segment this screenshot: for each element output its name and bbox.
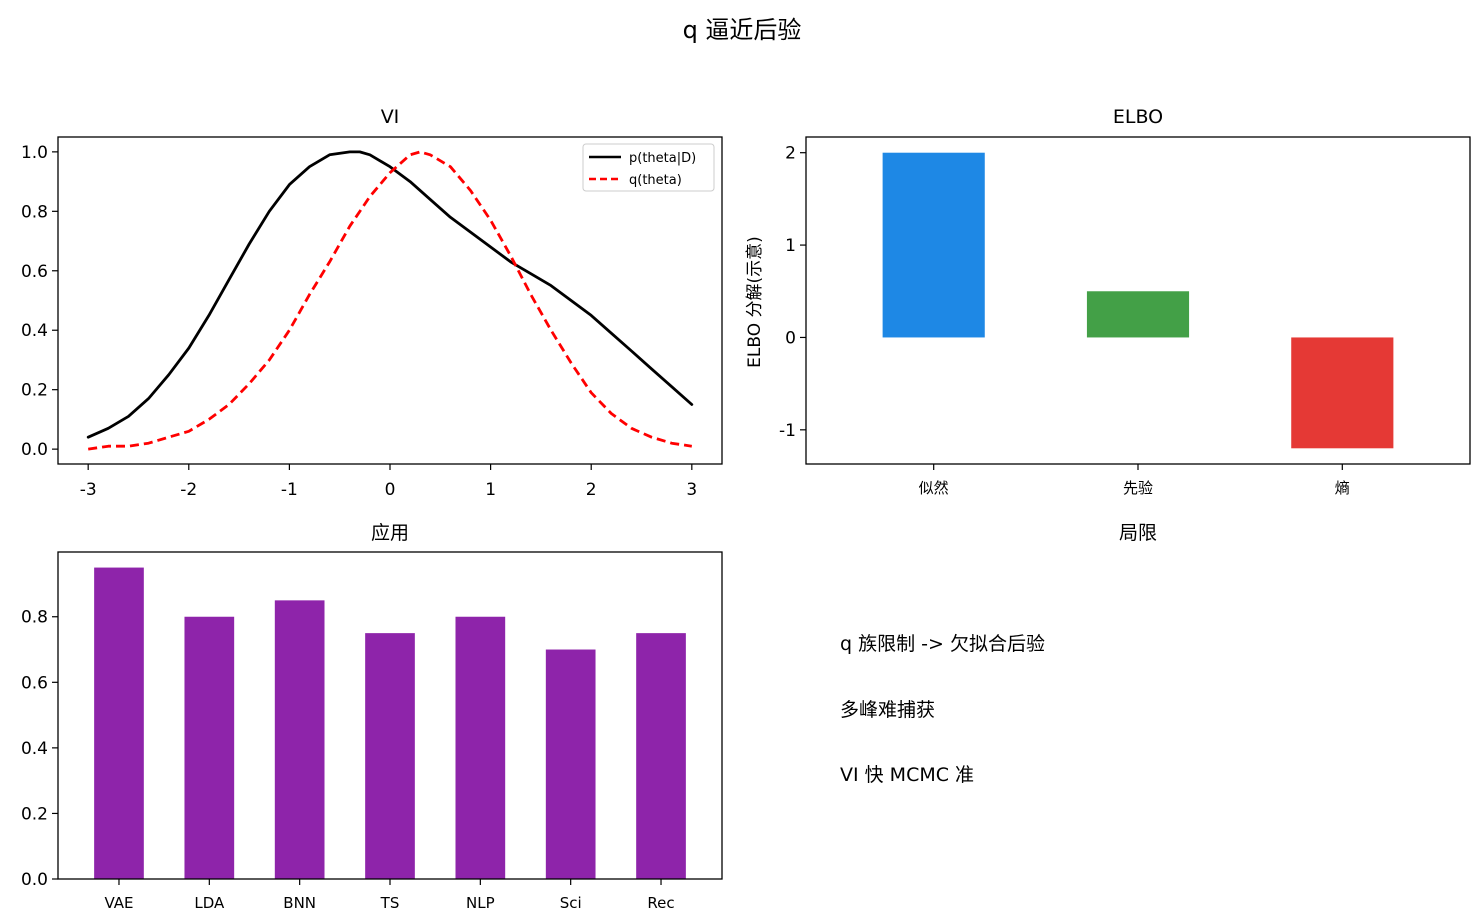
q-theta-series-line [88,150,693,451]
vi-y-axis: 0.0 0.2 0.4 0.6 0.8 1.0 [21,143,58,460]
elbo-y-axis: -1 0 1 2 [779,144,806,441]
vi-x-tick-label: 0 [385,480,396,500]
applications-x-tick-label: TS [380,894,400,912]
applications-bar-3 [365,633,415,879]
limitation-line-3: VI 快 MCMC 准 [840,764,974,786]
applications-bar-5 [545,649,596,879]
vi-y-tick-label: 0.4 [21,321,48,341]
elbo-bar-chart: ELBO ELBO 分解(示意) 似然 先验 熵 -1 0 1 2 [745,106,1471,497]
vi-y-tick-label: 0.2 [21,381,48,401]
elbo-x-tick-label: 先验 [1123,479,1153,497]
limitations-title: 局限 [1119,522,1157,544]
vi-x-tick-label: -1 [281,480,298,500]
vi-x-tick-label: -3 [80,480,97,500]
elbo-y-tick-label: -1 [779,421,796,441]
limitations-panel: 局限 q 族限制 -> 欠拟合后验 多峰难捕获 VI 快 MCMC 准 [840,522,1157,786]
applications-bar-1 [184,616,235,879]
applications-y-axis: 0.0 0.2 0.4 0.6 0.8 [21,608,58,890]
applications-x-tick-label: Rec [647,894,674,912]
elbo-y-tick-label: 1 [785,236,796,256]
vi-y-tick-label: 0.8 [21,202,48,222]
applications-y-tick-label: 0.8 [21,608,48,628]
vi-x-axis: -3 -2 -1 0 1 2 3 [80,464,697,500]
applications-y-tick-label: 0.0 [21,870,48,890]
applications-x-tick-label: VAE [104,894,133,912]
vi-x-tick-label: 3 [686,480,697,500]
vi-x-tick-label: 2 [586,480,597,500]
vi-chart-title: VI [381,106,400,128]
applications-x-tick-label: Sci [560,894,582,912]
applications-y-tick-label: 0.4 [21,739,48,759]
legend-label-q-theta: q(theta) [629,173,682,188]
applications-bar-4 [455,616,506,879]
vi-series-lines [86,150,694,451]
applications-x-tick-label: BNN [283,894,316,912]
elbo-bar-2 [1291,337,1394,449]
vi-y-tick-label: 0.0 [21,440,48,460]
limitation-line-1: q 族限制 -> 欠拟合后验 [840,633,1045,655]
applications-chart-title: 应用 [371,522,409,544]
elbo-y-axis-label: ELBO 分解(示意) [745,236,765,368]
elbo-bar-0 [882,152,985,338]
vi-x-tick-label: -2 [180,480,197,500]
applications-bar-6 [636,633,686,879]
applications-x-tick-label: LDA [194,894,225,912]
elbo-y-tick-label: 0 [785,328,796,348]
applications-y-tick-label: 0.6 [21,673,48,693]
applications-bars [94,567,686,879]
elbo-chart-title: ELBO [1113,106,1163,128]
vi-line-chart: VI -3 -2 -1 0 1 2 3 0.0 0.2 0.4 0.6 0.8 1.0 p(theta… [21,106,723,500]
elbo-x-axis: 似然 先验 熵 [919,464,1350,497]
p-theta-d-series-line [86,150,694,439]
elbo-bars [882,152,1394,449]
elbo-x-tick-label: 似然 [919,479,949,497]
figure-title: q 逼近后验 [683,16,802,44]
vi-y-tick-label: 1.0 [21,143,48,163]
elbo-y-tick-label: 2 [785,144,796,164]
applications-bar-chart: 应用 VAE LDA BNN TS NLP Sci Rec 0.0 0.2 0.4 0.6 0.8 [21,522,723,912]
legend-label-p-theta-d: p(theta|D) [629,151,696,166]
limitation-line-2: 多峰难捕获 [840,699,935,721]
applications-x-axis: VAE LDA BNN TS NLP Sci Rec [104,879,675,912]
applications-bar-0 [94,567,144,879]
vi-y-tick-label: 0.6 [21,262,48,282]
applications-bar-2 [274,600,325,879]
applications-x-tick-label: NLP [466,894,495,912]
elbo-x-tick-label: 熵 [1335,479,1350,497]
vi-x-tick-label: 1 [485,480,496,500]
applications-y-tick-label: 0.2 [21,804,48,824]
elbo-bar-1 [1086,291,1190,338]
vi-legend: p(theta|D) q(theta) [582,143,715,192]
